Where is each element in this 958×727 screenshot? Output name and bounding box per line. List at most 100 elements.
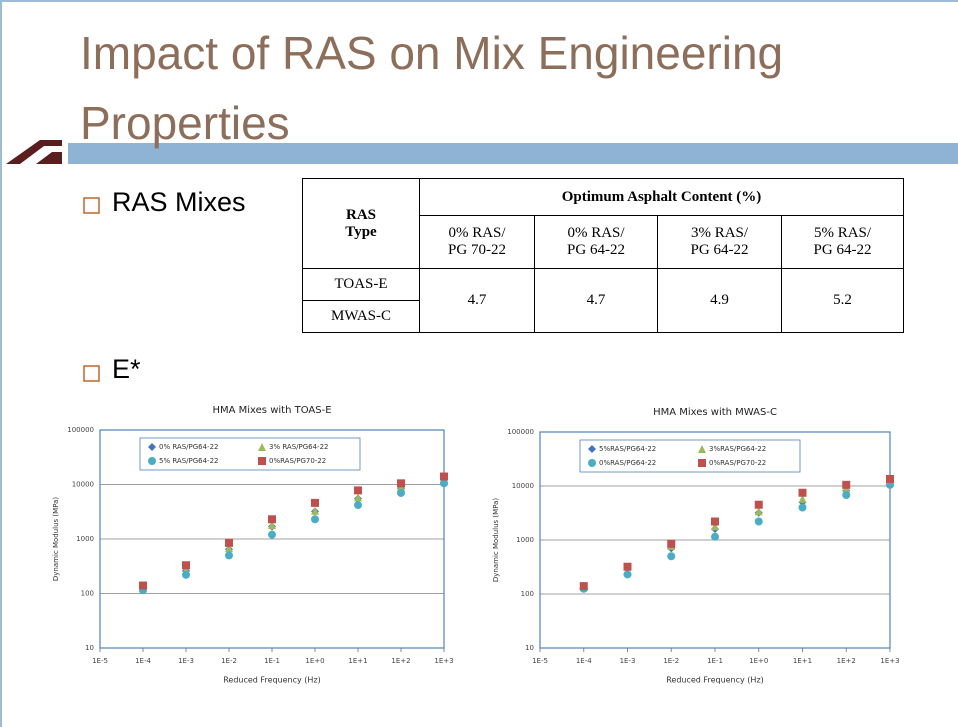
bullet: E* (112, 354, 141, 384)
point (754, 500, 763, 509)
legend-marker (588, 459, 596, 467)
point (886, 474, 894, 483)
y-tick-label: 100000 (507, 428, 534, 436)
x-tick-label: 1E-3 (178, 657, 194, 665)
point (798, 488, 807, 497)
table-group-header: Optimum Asphalt Content (%) (419, 178, 904, 216)
point (182, 561, 190, 570)
x-tick-label: 1E-3 (620, 657, 636, 665)
point (311, 515, 319, 524)
legend-marker (698, 459, 706, 467)
point (623, 570, 632, 579)
point (579, 582, 588, 591)
x-tick-label: 1E+0 (749, 657, 768, 665)
x-tick-label: 1E+2 (391, 657, 410, 665)
point (268, 530, 276, 539)
y-tick-label: 1000 (516, 536, 534, 544)
plot-frame (539, 431, 891, 649)
x-tick-label: 1E-4 (576, 657, 592, 665)
point (139, 581, 147, 590)
x-tick-label: 1E-5 (532, 657, 548, 665)
x-axis-label: Reduced Frequency (Hz) (223, 676, 321, 685)
point (311, 498, 319, 507)
column-header: 5% RAS/ PG 64-22 (781, 215, 904, 269)
cell: 4.7 (534, 268, 658, 333)
legend-label: 0%RAS/PG64-22 (599, 459, 656, 467)
bullet-square (83, 197, 100, 214)
point (397, 488, 405, 497)
point (354, 486, 362, 495)
point (667, 539, 676, 548)
legend-marker (148, 457, 156, 465)
bullet-square (83, 365, 100, 382)
legend-label: 3%RAS/PG64-22 (709, 445, 766, 453)
y-tick-label: 10 (85, 644, 94, 652)
cell: 4.7 (419, 268, 535, 333)
x-tick-label: 1E-1 (264, 657, 280, 665)
legend-label: 3% RAS/PG64-22 (269, 443, 329, 451)
x-tick-label: 1E-4 (135, 657, 151, 665)
point (440, 472, 448, 481)
x-tick-label: 1E+1 (793, 657, 812, 665)
logo (6, 140, 62, 164)
table-corner: RAS Type (302, 178, 420, 269)
x-tick-label: 1E-2 (221, 657, 237, 665)
x-axis-label: Reduced Frequency (Hz) (666, 676, 764, 685)
legend-box (139, 437, 361, 471)
table: RAS Type Optimum Asphalt Content (%) 0% … (302, 178, 904, 333)
legend-marker (258, 457, 266, 465)
y-tick-label: 10000 (512, 482, 534, 490)
legend-label: 0% RAS/PG64-22 (159, 443, 219, 451)
x-tick-label: 1E+0 (305, 657, 324, 665)
point (225, 544, 233, 553)
header-bar (68, 143, 958, 164)
point (798, 503, 807, 512)
y-tick-label: 1000 (76, 535, 94, 543)
legend-label: 0%RAS/PG70-22 (269, 457, 326, 465)
point (667, 552, 676, 561)
x-tick-label: 1E+2 (837, 657, 856, 665)
point (268, 515, 276, 524)
point (268, 521, 276, 530)
y-axis-label: Dynamic Modulus (MPa) (52, 497, 60, 582)
point (182, 570, 190, 579)
cell: 4.9 (657, 268, 782, 333)
point (842, 480, 851, 489)
legend-label: 0%RAS/PG70-22 (709, 459, 766, 467)
legend-marker (258, 443, 266, 451)
x-tick-label: 1E-1 (707, 657, 723, 665)
bullet: RAS Mixes (112, 187, 246, 217)
x-tick-label: 1E-5 (92, 657, 108, 665)
legend-label: 5%RAS/PG64-22 (599, 445, 656, 453)
point (623, 562, 632, 571)
column-header: 3% RAS/ PG 64-22 (657, 215, 782, 269)
point (754, 517, 763, 526)
point (842, 491, 851, 500)
column-header: 0% RAS/ PG 70-22 (419, 215, 535, 269)
y-tick-label: 100 (521, 590, 534, 598)
y-tick-label: 100000 (67, 426, 94, 434)
point (440, 479, 448, 488)
point (711, 522, 719, 531)
point (754, 507, 763, 516)
point (225, 538, 233, 547)
cell: 5.2 (781, 268, 904, 333)
x-tick-label: 1E+3 (434, 657, 453, 665)
x-tick-label: 1E-2 (663, 657, 679, 665)
point (798, 494, 807, 503)
point (311, 506, 319, 515)
point (711, 532, 719, 541)
y-tick-label: 100 (81, 590, 94, 598)
row-label: TOAS-E (302, 268, 420, 301)
y-tick-label: 10 (525, 644, 534, 652)
point (354, 493, 362, 502)
legend-box (579, 439, 801, 473)
x-tick-label: 1E+3 (880, 657, 899, 665)
legend-marker (148, 443, 156, 451)
x-tick-label: 1E+1 (348, 657, 367, 665)
point (711, 517, 719, 526)
point (225, 551, 233, 560)
y-tick-label: 10000 (72, 481, 94, 489)
